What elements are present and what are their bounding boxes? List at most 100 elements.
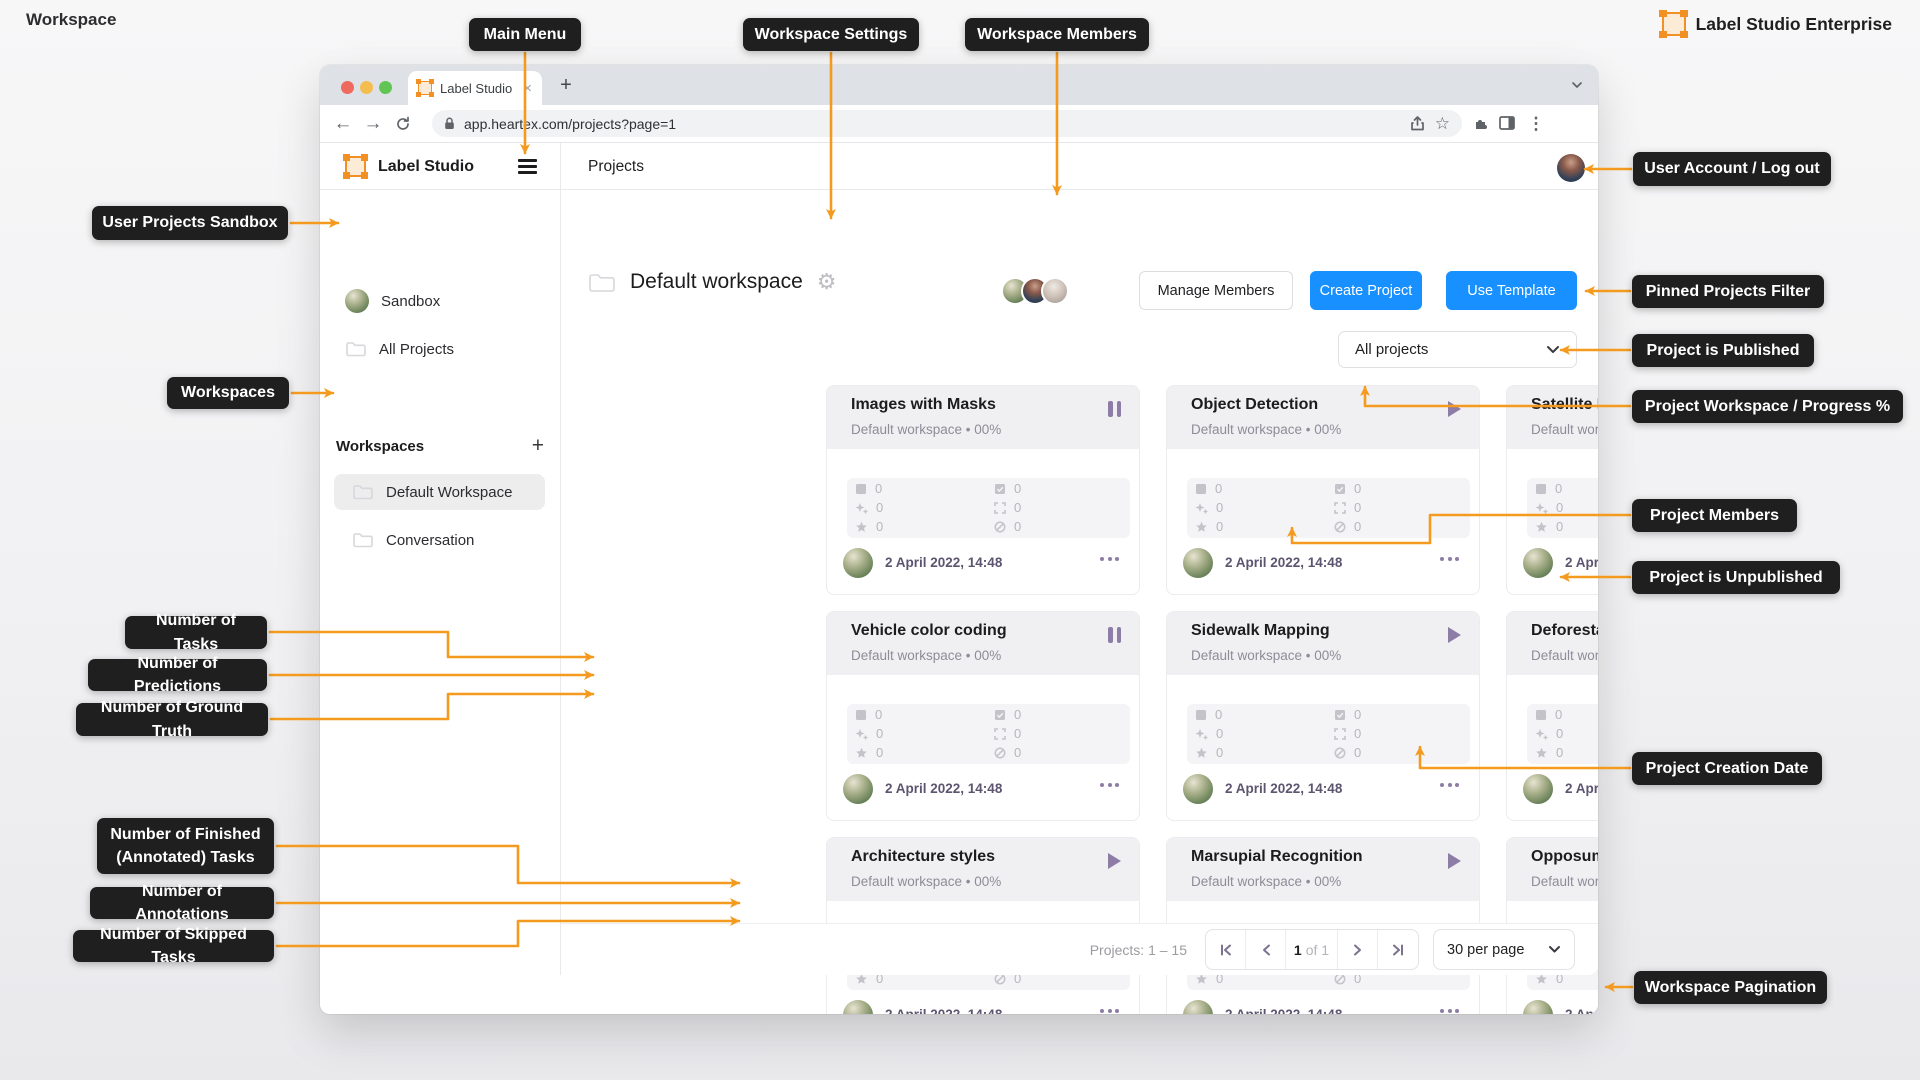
workspace-title: Default workspace <box>630 270 803 293</box>
callout-user-projects-sandbox: User Projects Sandbox <box>92 206 288 240</box>
use-template-button[interactable]: Use Template <box>1446 271 1577 310</box>
workspace-member-avatars[interactable] <box>1001 277 1069 305</box>
skipped-ban-icon <box>994 521 1006 532</box>
project-workspace-progress: Default workspace • 00% <box>851 874 1002 889</box>
window-close-button[interactable] <box>341 80 354 94</box>
user-account-avatar[interactable] <box>1557 154 1585 182</box>
folder-icon <box>353 485 373 500</box>
sidebar-item-conversation[interactable]: Conversation <box>320 522 560 558</box>
tab-close-icon[interactable]: × <box>523 79 532 97</box>
project-member-avatar <box>843 1000 873 1014</box>
project-card-header <box>1167 838 1479 901</box>
sidebar-divider <box>560 143 561 975</box>
add-workspace-icon[interactable]: + <box>531 434 544 457</box>
project-creation-date: 2 April 2022, 14:48 <box>1565 781 1598 796</box>
main-content: Default workspace ⚙ Manage Members Creat… <box>561 154 1598 1014</box>
ground-truth-star-icon <box>1536 747 1547 758</box>
stat-ground-truth: 0 <box>1527 971 1598 986</box>
tasks-icon <box>1196 483 1206 494</box>
project-card-header <box>827 386 1139 449</box>
project-card[interactable]: Deforestation Default workspace • 00% 0 … <box>1506 611 1598 821</box>
sidebar-item-default-workspace[interactable]: Default Workspace <box>320 474 560 510</box>
callout-pinned-projects-filter: Pinned Projects Filter <box>1632 275 1824 308</box>
project-card[interactable]: Vehicle color coding Default workspace •… <box>826 611 1140 821</box>
project-creation-date: 2 April 2022, 14:48 <box>1225 1007 1342 1014</box>
predictions-icon <box>1195 502 1208 513</box>
tab-title: Label Studio <box>440 80 513 96</box>
browser-menu-kebab-icon[interactable]: ⋮ <box>1527 114 1545 133</box>
browser-tab[interactable]: Label Studio × <box>408 71 542 105</box>
project-member-avatar <box>1183 1000 1213 1014</box>
stat-ground-truth: 0 <box>1527 745 1598 760</box>
main-menu-hamburger-icon[interactable] <box>518 157 537 176</box>
project-menu-ellipsis-icon[interactable] <box>1440 1009 1459 1013</box>
bookmark-star-icon[interactable]: ☆ <box>1434 113 1450 133</box>
project-card-footer: 2 April 2022, 14:48 <box>1167 999 1479 1014</box>
browser-window: Label Studio × + ← → app.heartex.com/pro… <box>320 65 1598 1014</box>
project-stats: 0 0 0 0 0 <box>847 478 1130 538</box>
project-card-footer: 2 April 2022, 14:48 <box>1507 999 1598 1014</box>
first-page-button[interactable] <box>1206 930 1246 969</box>
workspace-settings-gear-icon[interactable]: ⚙ <box>816 269 837 294</box>
tabstrip-chevron-down-icon[interactable] <box>1570 78 1584 92</box>
predictions-icon <box>855 728 868 739</box>
window-zoom-button[interactable] <box>379 80 392 94</box>
forward-icon[interactable]: → <box>363 112 383 134</box>
published-play-icon <box>1448 853 1461 869</box>
tasks-icon <box>1536 709 1546 720</box>
stat-skipped-tasks: 0 <box>986 519 1122 534</box>
workspace-item-label: Default Workspace <box>386 483 513 501</box>
project-menu-ellipsis-icon[interactable] <box>1100 1009 1119 1013</box>
project-creation-date: 2 April 2022, 14:48 <box>885 1007 1002 1014</box>
project-card[interactable]: Sidewalk Mapping Default workspace • 00%… <box>1166 611 1480 821</box>
project-card-header <box>1507 838 1598 901</box>
project-title: Sidewalk Mapping <box>1191 622 1330 639</box>
create-project-button[interactable]: Create Project <box>1310 271 1422 310</box>
sidebar-item-all-projects[interactable]: All Projects <box>320 331 560 367</box>
tasks-icon <box>1196 709 1206 720</box>
stat-predictions: 0 <box>847 726 986 741</box>
project-card[interactable]: Satellite Mapping Default workspace • 00… <box>1506 385 1598 595</box>
extensions-icon[interactable] <box>1472 114 1492 134</box>
predictions-icon <box>1535 728 1548 739</box>
project-workspace-progress: Default workspace • 00% <box>851 648 1002 663</box>
url-text: app.heartex.com/projects?page=1 <box>464 115 677 132</box>
stat-annotations: 0 <box>1326 726 1462 741</box>
project-menu-ellipsis-icon[interactable] <box>1440 783 1459 787</box>
side-panel-icon[interactable] <box>1498 114 1518 134</box>
project-card-header <box>827 838 1139 901</box>
project-card-header <box>1507 612 1598 675</box>
next-page-button[interactable] <box>1338 930 1378 969</box>
new-tab-button[interactable]: + <box>560 73 572 96</box>
pagination-bar: Projects: 1 – 15 1 of 1 <box>561 923 1598 975</box>
project-workspace-progress: Default workspace • 00% <box>1191 648 1342 663</box>
project-menu-ellipsis-icon[interactable] <box>1440 557 1459 561</box>
project-card[interactable]: Object Detection Default workspace • 00%… <box>1166 385 1480 595</box>
sidebar-item-sandbox[interactable]: Sandbox <box>320 283 560 319</box>
project-title: Architecture styles <box>851 848 996 865</box>
page-corner-label: Workspace <box>26 10 117 29</box>
sandbox-avatar <box>345 289 369 313</box>
callout-user-account: User Account / Log out <box>1633 152 1831 186</box>
project-menu-ellipsis-icon[interactable] <box>1100 783 1119 787</box>
share-icon[interactable] <box>1409 115 1426 132</box>
project-title: Images with Masks <box>851 396 996 413</box>
project-card[interactable]: Images with Masks Default workspace • 00… <box>826 385 1140 595</box>
project-menu-ellipsis-icon[interactable] <box>1100 557 1119 561</box>
callout-number-of-annotations: Number of Annotations <box>90 883 274 923</box>
callout-workspace-settings: Workspace Settings <box>743 18 919 51</box>
project-member-avatar <box>1523 774 1553 804</box>
pinned-projects-filter[interactable]: All projects <box>1338 331 1577 368</box>
project-member-avatar <box>843 548 873 578</box>
back-icon[interactable]: ← <box>333 112 353 134</box>
stat-ground-truth: 0 <box>847 745 986 760</box>
window-minimize-button[interactable] <box>360 80 373 94</box>
browser-tab-strip: Label Studio × + <box>320 65 1598 105</box>
previous-page-button[interactable] <box>1246 930 1286 969</box>
pagination-summary: Projects: 1 – 15 <box>1089 941 1187 958</box>
per-page-select[interactable]: 30 per page <box>1433 929 1575 970</box>
manage-members-button[interactable]: Manage Members <box>1139 271 1293 310</box>
last-page-button[interactable] <box>1378 930 1418 969</box>
address-bar[interactable]: app.heartex.com/projects?page=1 ☆ <box>432 110 1462 137</box>
reload-icon[interactable] <box>394 115 412 133</box>
